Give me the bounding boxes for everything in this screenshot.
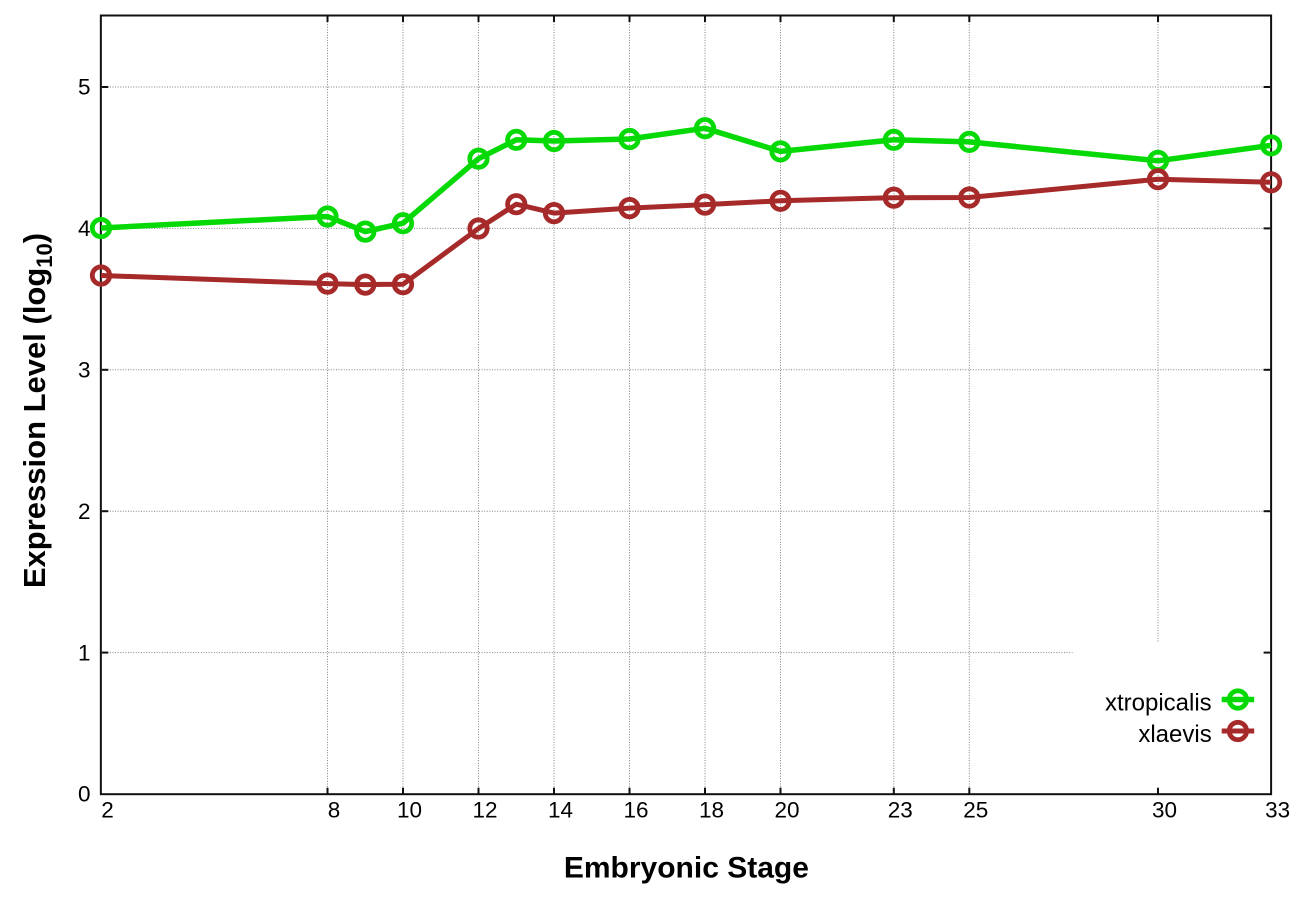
svg-text:33: 33 — [1265, 797, 1290, 822]
svg-text:2: 2 — [101, 797, 114, 822]
svg-text:xtropicalis: xtropicalis — [1105, 690, 1212, 717]
svg-text:1: 1 — [78, 640, 91, 665]
svg-text:18: 18 — [699, 797, 724, 822]
svg-text:Embryonic Stage: Embryonic Stage — [564, 852, 809, 885]
svg-text:16: 16 — [623, 797, 648, 822]
svg-text:10: 10 — [397, 797, 422, 822]
svg-text:0: 0 — [78, 782, 91, 807]
svg-text:8: 8 — [328, 797, 341, 822]
svg-text:3: 3 — [78, 358, 91, 383]
svg-text:2: 2 — [78, 499, 91, 524]
svg-text:Expression Level (log10): Expression Level (log10) — [17, 233, 57, 588]
svg-text:14: 14 — [548, 797, 573, 822]
svg-text:12: 12 — [472, 797, 497, 822]
svg-text:30: 30 — [1152, 797, 1177, 822]
svg-text:20: 20 — [774, 797, 799, 822]
svg-text:xlaevis: xlaevis — [1138, 721, 1211, 748]
svg-text:4: 4 — [78, 216, 91, 241]
svg-text:25: 25 — [963, 797, 988, 822]
svg-text:23: 23 — [888, 797, 913, 822]
svg-text:5: 5 — [78, 75, 91, 100]
